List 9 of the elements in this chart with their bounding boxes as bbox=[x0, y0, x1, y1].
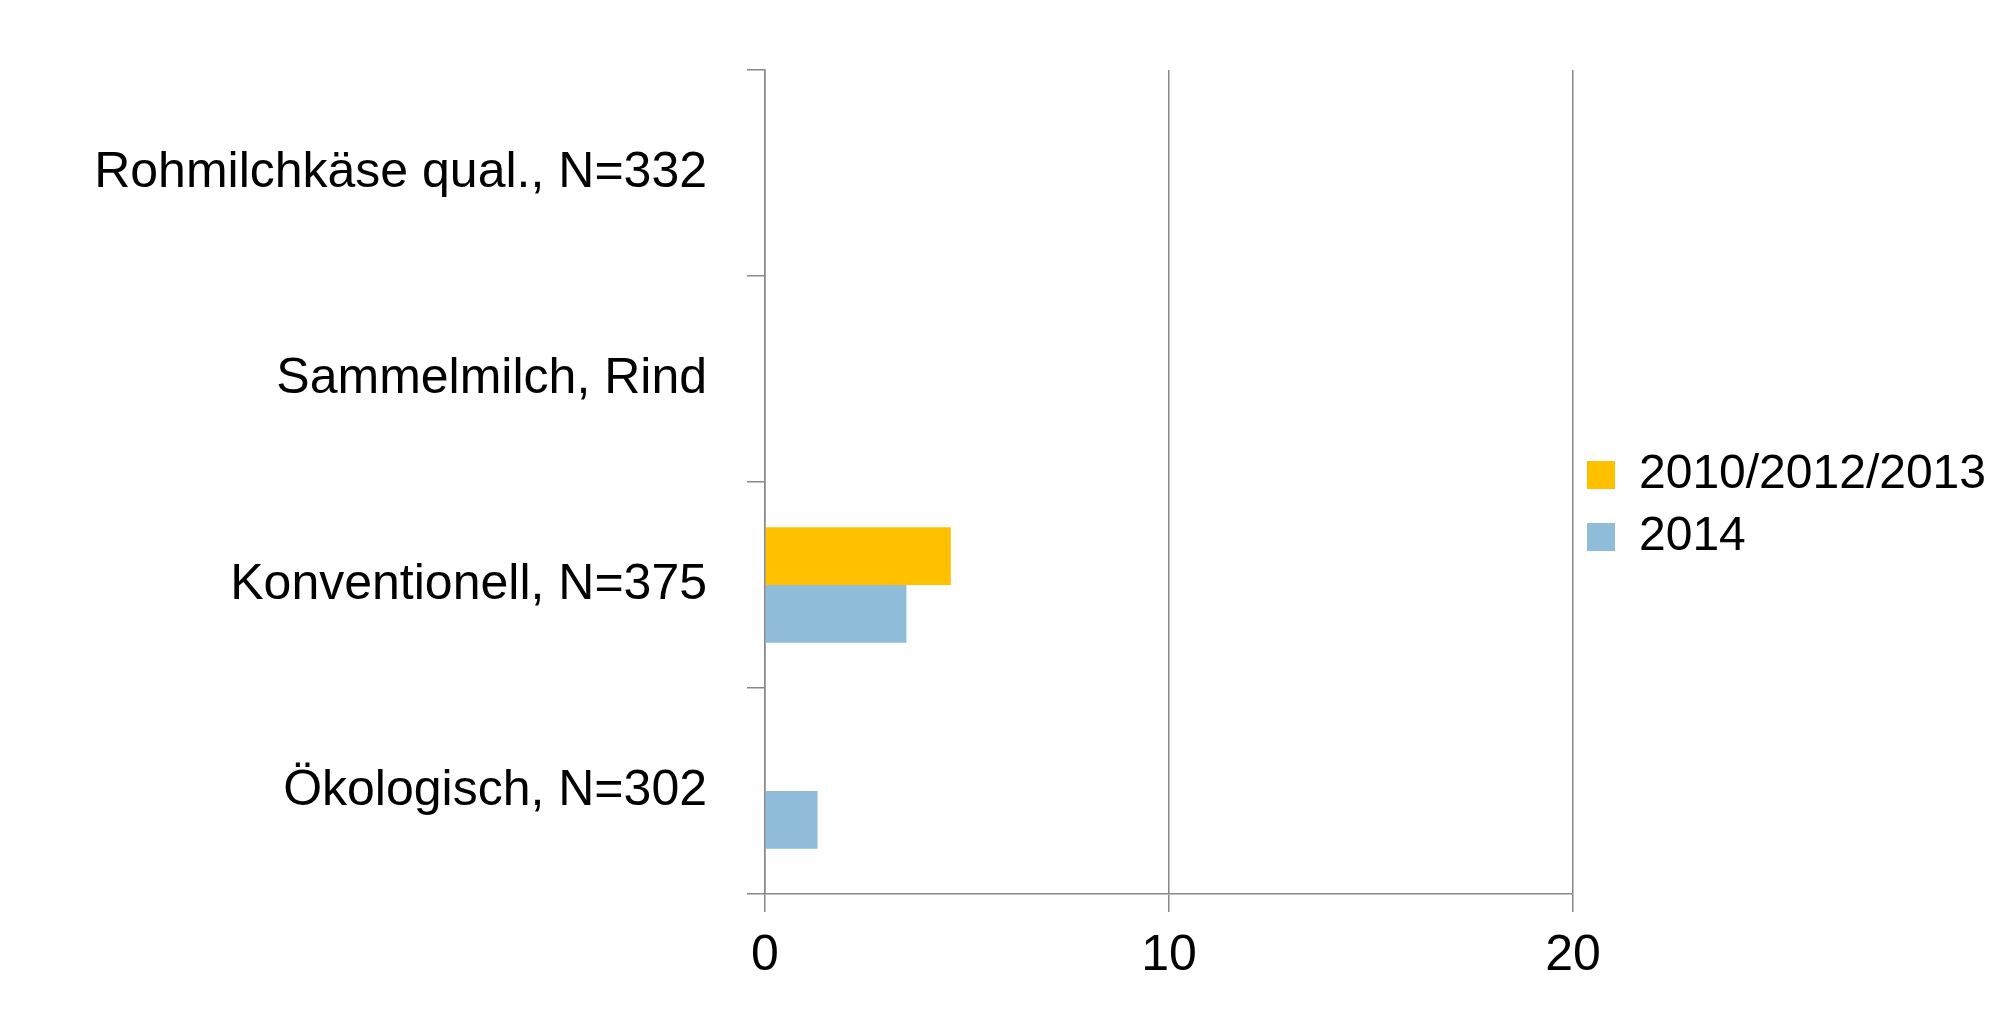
x-tick-label: 0 bbox=[751, 924, 779, 981]
x-tick-label: 20 bbox=[1545, 924, 1601, 981]
y-tick-label: Ökologisch, N=302 bbox=[283, 759, 707, 816]
y-tick-label: Konventionell, N=375 bbox=[230, 553, 707, 610]
y-tick-label: Sammelmilch, Rind bbox=[276, 347, 707, 404]
y-tick-label: Rohmilchkäse qual., N=332 bbox=[94, 141, 707, 198]
legend-label: 2010/2012/2013 bbox=[1638, 445, 1986, 499]
x-tick-label: 10 bbox=[1141, 924, 1197, 981]
legend-label: 2014 bbox=[1638, 507, 1746, 561]
